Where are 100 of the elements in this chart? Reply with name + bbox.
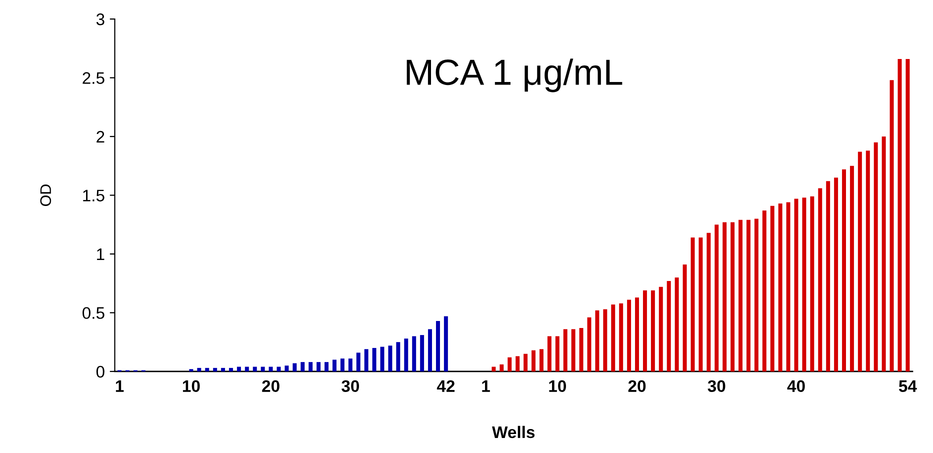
bar bbox=[428, 329, 432, 372]
bar bbox=[324, 362, 329, 372]
bar bbox=[492, 366, 496, 372]
bar bbox=[786, 202, 790, 372]
bar bbox=[834, 178, 838, 372]
bar bbox=[714, 224, 719, 372]
bar bbox=[706, 232, 711, 372]
x-axis-title: Wells bbox=[492, 426, 535, 438]
bar bbox=[268, 366, 273, 372]
bar bbox=[532, 350, 536, 372]
bar bbox=[412, 336, 416, 372]
bar bbox=[292, 363, 297, 372]
x-tick-label: 40 bbox=[787, 380, 805, 392]
bar bbox=[236, 366, 241, 372]
bar bbox=[746, 220, 750, 372]
bar bbox=[818, 188, 822, 372]
bar bbox=[563, 329, 568, 372]
y-tick-label: 0.5 bbox=[82, 307, 104, 319]
bar bbox=[674, 277, 679, 372]
bar bbox=[508, 357, 512, 372]
x-tick-label: 54 bbox=[898, 380, 917, 392]
bar bbox=[611, 304, 616, 372]
bar bbox=[252, 366, 257, 372]
y-tick-label: 1.5 bbox=[83, 190, 104, 202]
bar bbox=[850, 166, 854, 372]
x-tick-label: 1 bbox=[482, 380, 490, 392]
bar bbox=[356, 352, 360, 372]
x-tick-label: 30 bbox=[708, 380, 726, 392]
bar bbox=[444, 316, 448, 372]
bar bbox=[372, 348, 376, 372]
bar bbox=[213, 368, 218, 372]
bar bbox=[658, 286, 663, 372]
bar bbox=[340, 358, 344, 372]
x-tick-label: 20 bbox=[262, 380, 280, 392]
bar bbox=[603, 309, 608, 372]
bar bbox=[524, 354, 528, 372]
bar bbox=[396, 342, 400, 372]
bar bbox=[276, 366, 281, 372]
bar bbox=[802, 198, 806, 372]
x-tick-label: 42 bbox=[436, 380, 455, 392]
bar bbox=[205, 368, 210, 372]
y-tick-label: 2 bbox=[96, 130, 104, 143]
bar bbox=[284, 366, 289, 372]
bar bbox=[229, 368, 233, 372]
x-tick-label: 10 bbox=[549, 380, 566, 392]
bar bbox=[635, 297, 640, 372]
bar bbox=[547, 336, 552, 372]
bar bbox=[762, 210, 766, 372]
bar bbox=[682, 264, 687, 372]
bar bbox=[882, 136, 886, 372]
x-tick-label: 20 bbox=[628, 380, 646, 392]
bar bbox=[842, 169, 846, 372]
bar bbox=[778, 203, 782, 372]
bar bbox=[316, 362, 321, 372]
bar bbox=[364, 349, 368, 372]
bar bbox=[730, 222, 735, 372]
bar bbox=[642, 290, 647, 372]
bar bbox=[332, 360, 336, 372]
bar bbox=[388, 346, 392, 372]
bar bbox=[858, 152, 862, 372]
bar bbox=[906, 58, 910, 372]
bar bbox=[436, 320, 440, 372]
x-tick-label: 10 bbox=[182, 380, 200, 392]
bar bbox=[666, 281, 671, 372]
bar bbox=[650, 290, 655, 372]
bar bbox=[874, 142, 878, 372]
bar bbox=[221, 368, 226, 372]
bar bbox=[866, 150, 870, 372]
bar bbox=[244, 366, 249, 372]
bar bbox=[197, 368, 202, 372]
bar bbox=[404, 338, 408, 372]
bar bbox=[300, 362, 305, 372]
bar bbox=[500, 364, 504, 372]
bar bbox=[516, 356, 520, 372]
bar bbox=[898, 58, 902, 372]
y-tick-label: 2.5 bbox=[82, 72, 104, 84]
bar bbox=[698, 238, 703, 372]
y-tick-label: 0 bbox=[96, 366, 104, 378]
text: MCA 1 μg/mL bbox=[406, 58, 622, 92]
bar bbox=[539, 349, 544, 372]
bar bbox=[571, 329, 576, 372]
bar bbox=[794, 198, 798, 372]
x-tick-label: 30 bbox=[342, 380, 359, 392]
bar bbox=[420, 335, 424, 372]
bar bbox=[890, 80, 894, 372]
y-tick-label: 1 bbox=[97, 248, 104, 260]
bar bbox=[555, 336, 560, 372]
bar bbox=[619, 303, 624, 372]
bar bbox=[770, 206, 774, 372]
y-tick-label: 3 bbox=[96, 13, 104, 26]
bar bbox=[722, 222, 727, 372]
bar bbox=[810, 196, 814, 372]
bar bbox=[627, 300, 632, 372]
bar bbox=[738, 220, 742, 372]
bar bbox=[260, 366, 265, 372]
bar bbox=[348, 358, 352, 372]
bar bbox=[579, 328, 584, 372]
y-axis-title: OD bbox=[40, 184, 52, 206]
bar bbox=[826, 181, 830, 372]
x-tick-label: 1 bbox=[116, 380, 124, 392]
